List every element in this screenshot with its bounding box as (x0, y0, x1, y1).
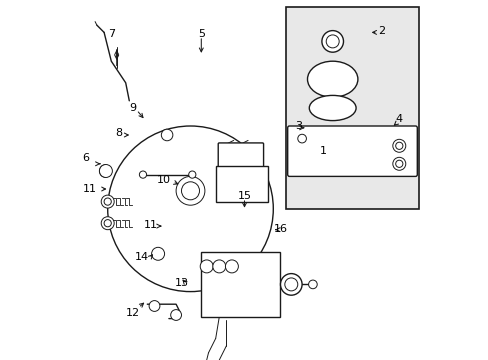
FancyBboxPatch shape (218, 143, 263, 174)
FancyBboxPatch shape (287, 126, 416, 176)
Circle shape (200, 260, 213, 273)
Circle shape (101, 195, 114, 208)
Circle shape (107, 126, 273, 292)
Text: 3: 3 (294, 121, 302, 131)
Text: 14: 14 (135, 252, 149, 262)
Text: 15: 15 (237, 191, 251, 201)
Text: 4: 4 (395, 114, 402, 124)
Text: 6: 6 (82, 153, 89, 163)
Circle shape (297, 134, 306, 143)
Circle shape (392, 139, 405, 152)
Ellipse shape (309, 95, 355, 121)
Circle shape (151, 247, 164, 260)
Bar (285, 7, 418, 209)
Text: 12: 12 (125, 308, 140, 318)
Circle shape (99, 165, 112, 177)
Circle shape (284, 278, 297, 291)
Circle shape (101, 217, 114, 230)
Circle shape (212, 260, 225, 273)
Text: 8: 8 (115, 128, 122, 138)
Circle shape (395, 160, 402, 167)
Circle shape (321, 31, 343, 52)
Circle shape (325, 35, 339, 48)
Text: 1: 1 (320, 146, 326, 156)
Text: 16: 16 (273, 224, 287, 234)
Circle shape (308, 280, 317, 289)
Text: 11: 11 (82, 184, 97, 194)
Circle shape (392, 157, 405, 170)
Circle shape (225, 260, 238, 273)
Text: 5: 5 (197, 29, 204, 39)
Circle shape (176, 176, 204, 205)
Circle shape (395, 142, 402, 149)
Ellipse shape (307, 61, 357, 97)
Circle shape (149, 301, 160, 311)
FancyBboxPatch shape (215, 166, 267, 202)
Text: 11: 11 (143, 220, 158, 230)
Text: 9: 9 (129, 103, 136, 113)
Circle shape (139, 171, 146, 178)
Circle shape (181, 182, 199, 200)
Circle shape (280, 274, 302, 295)
Text: 7: 7 (107, 29, 115, 39)
Circle shape (188, 171, 196, 178)
Bar (201, 252, 280, 317)
Circle shape (161, 129, 172, 141)
Text: 2: 2 (377, 26, 384, 36)
Text: 10: 10 (156, 175, 170, 185)
Text: 13: 13 (174, 278, 188, 288)
Circle shape (170, 310, 181, 320)
